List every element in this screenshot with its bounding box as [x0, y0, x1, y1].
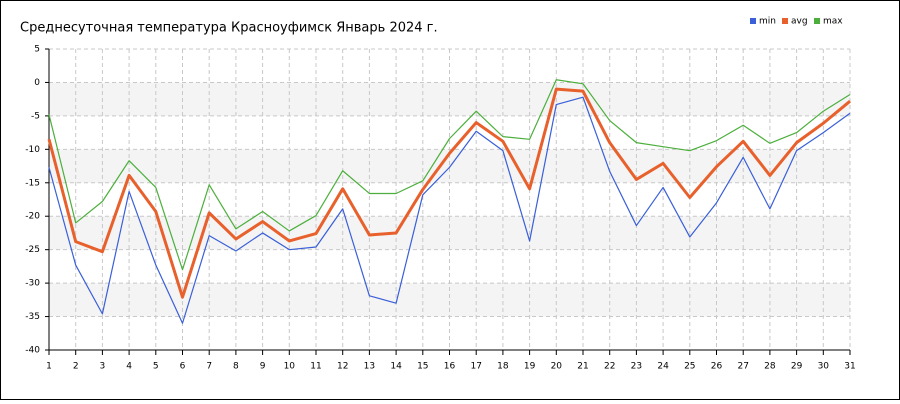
- x-tick-label: 31: [844, 362, 855, 372]
- series-line: [48, 79, 851, 271]
- y-tick-label: -5: [31, 111, 40, 121]
- x-tick-label: 10: [284, 362, 296, 372]
- x-tick-label: 24: [657, 362, 669, 372]
- x-tick-label: 22: [604, 362, 615, 372]
- y-tick-label: 0: [34, 78, 40, 88]
- y-tick-label: -25: [25, 245, 40, 255]
- series-line: [47, 87, 851, 299]
- x-tick-label: 8: [233, 362, 239, 372]
- legend-swatch: [782, 18, 788, 24]
- x-tick-label: 13: [364, 362, 375, 372]
- y-tick-label: 5: [34, 45, 40, 55]
- x-tick-label: 7: [206, 362, 212, 372]
- x-tick-label: 5: [153, 362, 159, 372]
- x-tick-label: 29: [791, 362, 803, 372]
- x-tick-label: 21: [577, 362, 588, 372]
- legend-label: max: [823, 17, 843, 27]
- x-tick-label: 15: [417, 362, 428, 372]
- x-tick-label: 1: [46, 362, 52, 372]
- x-tick-label: 3: [100, 362, 106, 372]
- y-tick-label: -20: [25, 212, 40, 222]
- x-tick-label: 14: [390, 362, 402, 372]
- x-tick-label: 30: [818, 362, 830, 372]
- x-tick-label: 17: [470, 362, 481, 372]
- x-tick-label: 9: [260, 362, 266, 372]
- y-tick-label: -15: [25, 178, 40, 188]
- y-tick-label: -35: [25, 312, 40, 322]
- x-tick-label: 2: [73, 362, 79, 372]
- legend-swatch: [750, 18, 756, 24]
- x-tick-label: 16: [444, 362, 456, 372]
- x-tick-label: 23: [631, 362, 642, 372]
- x-tick-label: 6: [180, 362, 186, 372]
- x-tick-label: 4: [126, 362, 132, 372]
- y-tick-label: -40: [25, 346, 40, 356]
- legend-label: min: [759, 17, 776, 27]
- legend-label: avg: [791, 17, 808, 27]
- legend-swatch: [814, 18, 820, 24]
- x-tick-label: 27: [737, 362, 748, 372]
- x-tick-label: 12: [337, 362, 348, 372]
- x-tick-label: 28: [764, 362, 776, 372]
- x-tick-label: 25: [684, 362, 695, 372]
- series-line: [48, 96, 851, 324]
- chart-title: Среднесуточная температура Красноуфимск …: [20, 21, 438, 36]
- y-tick-label: -10: [25, 145, 40, 155]
- x-tick-label: 20: [551, 362, 563, 372]
- x-tick-label: 11: [310, 362, 321, 372]
- x-tick-label: 26: [711, 362, 723, 372]
- x-tick-label: 18: [497, 362, 509, 372]
- y-tick-label: -30: [25, 279, 40, 289]
- x-tick-label: 19: [524, 362, 536, 372]
